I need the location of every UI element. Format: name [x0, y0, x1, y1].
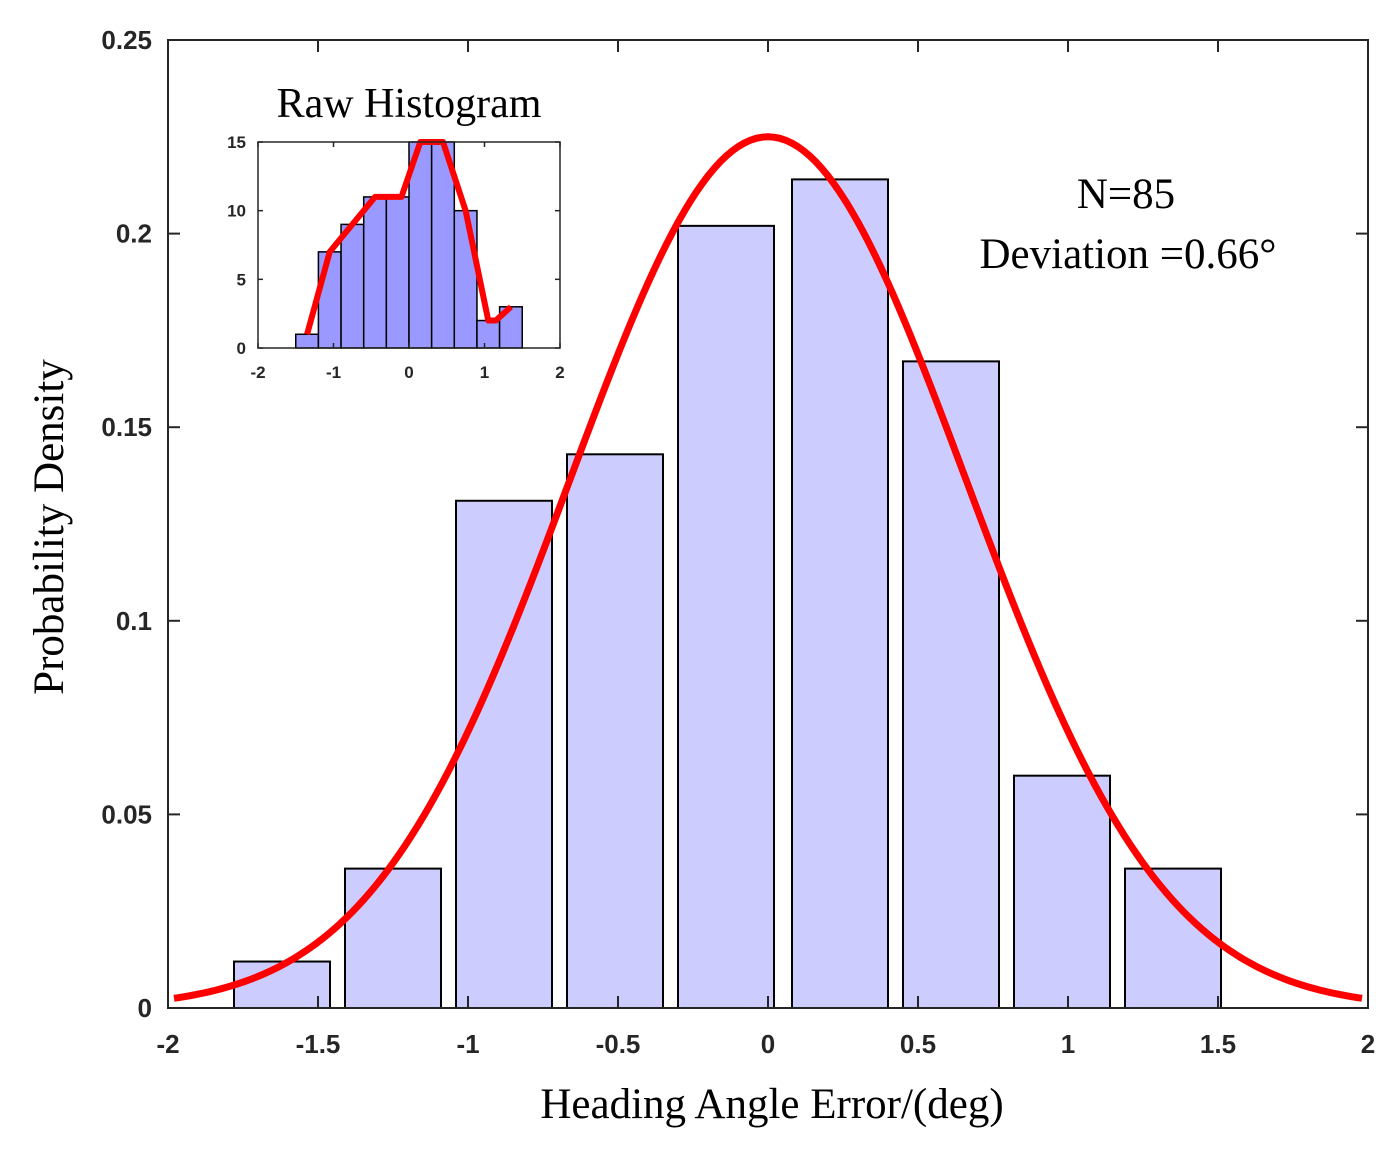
inset-y-tick-label: 5 — [237, 270, 246, 289]
inset-trend-line — [304, 139, 513, 336]
inset-bar-1 — [317, 251, 342, 349]
y-tick-label: 0.25 — [101, 25, 152, 55]
y-tick-label: 0 — [138, 993, 152, 1023]
y-tick-label: 0.1 — [116, 606, 152, 636]
normal-fit-curve — [173, 133, 1363, 1002]
inset-x-tick-label: 2 — [555, 363, 564, 382]
deviation-annotation: Deviation =0.66° — [979, 231, 1276, 278]
inset-title: Raw Histogram — [277, 81, 542, 127]
x-tick-label: -1.5 — [296, 1029, 341, 1059]
inset-axis-ticks: -2 -1 0 1 2 0 5 10 15 — [227, 133, 565, 382]
inset-bar-2 — [340, 223, 365, 349]
inset-trend-line-group — [304, 139, 513, 336]
y-tick-label: 0.15 — [101, 412, 152, 442]
y-axis-label: Probability Density — [26, 359, 73, 695]
inset-bar-8 — [476, 319, 501, 349]
inset-bar-4 — [385, 196, 410, 349]
inset-x-tick-label: -1 — [326, 363, 341, 382]
inset-bar-7 — [453, 209, 478, 349]
main-histogram-bars — [233, 178, 1222, 1010]
inset-bar-3 — [362, 196, 388, 349]
normal-fit-curve-group — [173, 133, 1363, 1002]
inset-y-tick-label: 10 — [227, 202, 246, 221]
inset-y-tick-label: 0 — [237, 339, 246, 358]
x-tick-label: 2 — [1361, 1029, 1375, 1059]
main-axis-ticks: -2 -1.5 -1 -0.5 0 0.5 1 1.5 2 0 0.05 0.1 0.15 0.2 0.25 — [101, 25, 1375, 1059]
x-tick-label: 0.5 — [900, 1029, 936, 1059]
main-bar-1 — [344, 867, 442, 1009]
x-axis-label: Heading Angle Error/(deg) — [540, 1081, 1003, 1128]
y-tick-label: 0.2 — [116, 219, 152, 249]
sample-count-annotation: N=85 — [1077, 171, 1175, 218]
main-bar-5 — [791, 178, 889, 1009]
inset-x-tick-label: -2 — [250, 363, 265, 382]
main-bar-2 — [455, 499, 553, 1009]
x-tick-label: 1 — [1061, 1029, 1075, 1059]
inset-x-tick-label: 1 — [480, 363, 489, 382]
inset-y-tick-label: 15 — [227, 133, 246, 152]
x-tick-label: 0 — [761, 1029, 775, 1059]
inset-x-tick-label: 0 — [404, 363, 413, 382]
x-tick-label: 1.5 — [1200, 1029, 1236, 1059]
x-tick-label: -0.5 — [596, 1029, 641, 1059]
y-tick-label: 0.05 — [101, 799, 152, 829]
main-bar-6 — [902, 360, 1000, 1010]
main-bar-4 — [677, 224, 775, 1009]
x-tick-label: -1 — [456, 1029, 479, 1059]
inset-bar-0 — [295, 333, 320, 349]
main-bar-7 — [1013, 774, 1111, 1009]
x-tick-label: -2 — [156, 1029, 179, 1059]
main-bar-3 — [566, 453, 664, 1009]
main-bar-8 — [1124, 867, 1222, 1009]
